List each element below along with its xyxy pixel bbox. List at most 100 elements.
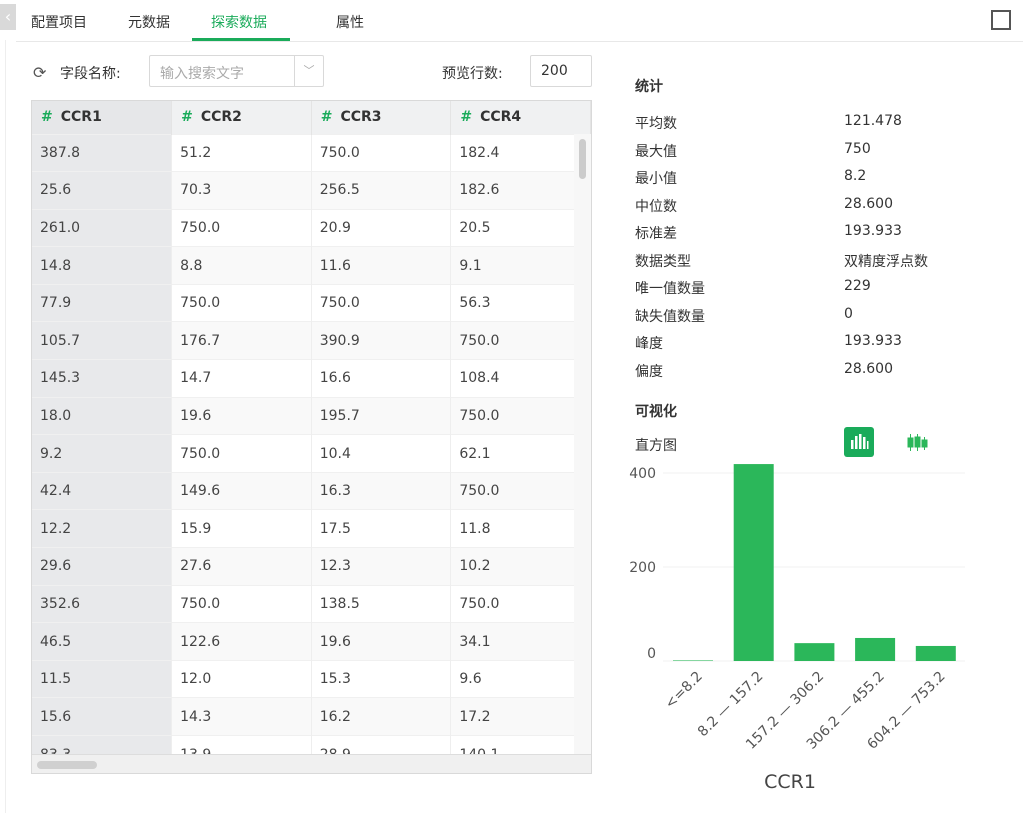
table-cell: 70.3: [171, 171, 312, 210]
tab-explore-data[interactable]: 探索数据: [211, 15, 267, 31]
table-cell: 56.3: [450, 283, 591, 322]
table-cell: 20.5: [450, 208, 591, 247]
preview-rows-label: 预览行数:: [442, 66, 503, 82]
table-cell: 18.0: [32, 396, 173, 435]
table-cell: 750.0: [311, 133, 452, 172]
table-cell: 122.6: [171, 622, 312, 661]
table-cell: 17.5: [311, 509, 452, 548]
histogram-bar[interactable]: [794, 643, 835, 661]
histogram-icon: [851, 434, 869, 449]
table-cell: 14.8: [32, 246, 173, 285]
table-cell: 12.3: [311, 547, 452, 586]
table-row: 11.5 12.0 15.3 9.6: [32, 659, 591, 698]
tab-bar: 配置项目 元数据 探索数据 属性: [16, 0, 1023, 42]
table-row: 9.2 750.0 10.4 62.1: [32, 434, 591, 473]
stat-value: 193.933: [844, 223, 902, 239]
stat-label: 偏度: [635, 363, 663, 380]
preview-rows-input[interactable]: 200: [530, 55, 592, 87]
column-header[interactable]: # CCR3: [311, 101, 452, 134]
table-cell: 15.9: [171, 509, 312, 548]
stat-label: 中位数: [635, 198, 677, 215]
table-cell: 750.0: [450, 471, 591, 510]
table-row: 105.7 176.7 390.9 750.0: [32, 321, 591, 360]
numeric-type-icon: #: [320, 109, 333, 126]
table-cell: 256.5: [311, 171, 452, 210]
table-cell: 19.6: [311, 622, 452, 661]
column-name: CCR2: [200, 109, 242, 126]
stat-value: 双精度浮点数: [844, 253, 928, 270]
table-cell: 11.6: [311, 246, 452, 285]
scroll-thumb[interactable]: [579, 139, 586, 179]
histogram-button[interactable]: [844, 427, 874, 457]
histogram-bar[interactable]: [855, 637, 896, 661]
stat-value: 121.478: [844, 113, 902, 129]
table-cell: 750.0: [450, 584, 591, 623]
table-cell: 390.9: [311, 321, 452, 360]
y-tick-label: 400: [629, 466, 656, 482]
table-cell: 750.0: [171, 208, 312, 247]
tab-config[interactable]: 配置项目: [31, 15, 87, 31]
column-header[interactable]: # CCR2: [171, 101, 312, 134]
stat-label: 数据类型: [635, 253, 691, 270]
table-cell: 750.0: [311, 283, 452, 322]
scroll-thumb[interactable]: [37, 761, 97, 769]
stat-label: 唯一值数量: [635, 281, 705, 297]
refresh-icon[interactable]: ⟳: [33, 63, 47, 82]
stat-label: 最小值: [635, 171, 677, 187]
table-row: 15.6 14.3 16.2 17.2: [32, 697, 591, 736]
table-cell: 16.3: [311, 471, 452, 510]
stat-label: 平均数: [635, 116, 677, 132]
table-row: 46.5 122.6 19.6 34.1: [32, 622, 591, 661]
table-row: 77.9 750.0 750.0 56.3: [32, 283, 591, 322]
table-cell: 29.6: [32, 547, 173, 586]
vertical-scrollbar[interactable]: [574, 134, 591, 754]
histogram-bar[interactable]: [733, 464, 774, 661]
table-cell: 14.7: [171, 359, 312, 398]
horizontal-scrollbar[interactable]: [32, 754, 591, 773]
stat-value: 229: [844, 278, 871, 294]
table-cell: 19.6: [171, 396, 312, 435]
table-cell: 750.0: [450, 321, 591, 360]
chevron-down-icon[interactable]: ﹀: [294, 56, 323, 86]
stat-value: 28.600: [844, 195, 893, 212]
numeric-type-icon: #: [460, 109, 473, 126]
table-cell: 12.2: [32, 509, 173, 548]
stat-label: 最大值: [635, 143, 677, 160]
histogram-bar[interactable]: [673, 660, 713, 661]
column-header[interactable]: # CCR4: [450, 101, 591, 134]
table-row: 387.8 51.2 750.0 182.4: [32, 133, 591, 172]
column-name: CCR1: [60, 109, 102, 126]
table-cell: 9.1: [450, 246, 591, 285]
stat-label: 峰度: [635, 336, 663, 352]
table-row: 18.0 19.6 195.7 750.0: [32, 396, 591, 435]
tab-metadata[interactable]: 元数据: [128, 15, 170, 31]
table-cell: 750.0: [171, 283, 312, 322]
column-header[interactable]: # CCR1: [32, 101, 173, 134]
table-cell: 20.9: [311, 208, 452, 247]
collapse-panel-button[interactable]: ‹: [0, 4, 16, 30]
table-cell: 25.6: [32, 171, 173, 210]
y-tick-label: 0: [647, 646, 656, 662]
table-cell: 149.6: [171, 471, 312, 510]
table-cell: 27.6: [171, 547, 312, 586]
table-cell: 108.4: [450, 359, 591, 398]
table-row: 14.8 8.8 11.6 9.1: [32, 246, 591, 285]
tab-properties[interactable]: 属性: [336, 15, 364, 31]
table-cell: 182.6: [450, 171, 591, 210]
table-row: 42.4 149.6 16.3 750.0: [32, 471, 591, 510]
histogram-bar[interactable]: [915, 645, 956, 661]
table-cell: 176.7: [171, 321, 312, 360]
divider: [5, 40, 6, 813]
table-row: 25.6 70.3 256.5 182.6: [32, 171, 591, 210]
table-cell: 195.7: [311, 396, 452, 435]
stat-value: 750: [844, 140, 871, 157]
table-cell: 750.0: [171, 434, 312, 473]
field-search-input[interactable]: 输入搜索文字 ﹀: [149, 55, 324, 87]
table-cell: 77.9: [32, 283, 173, 322]
table-cell: 16.2: [311, 697, 452, 736]
table-cell: 352.6: [32, 584, 173, 623]
boxplot-button[interactable]: [904, 430, 930, 456]
layout-icon[interactable]: [991, 10, 1011, 30]
table-cell: 145.3: [32, 359, 173, 398]
table-cell: 46.5: [32, 622, 173, 661]
